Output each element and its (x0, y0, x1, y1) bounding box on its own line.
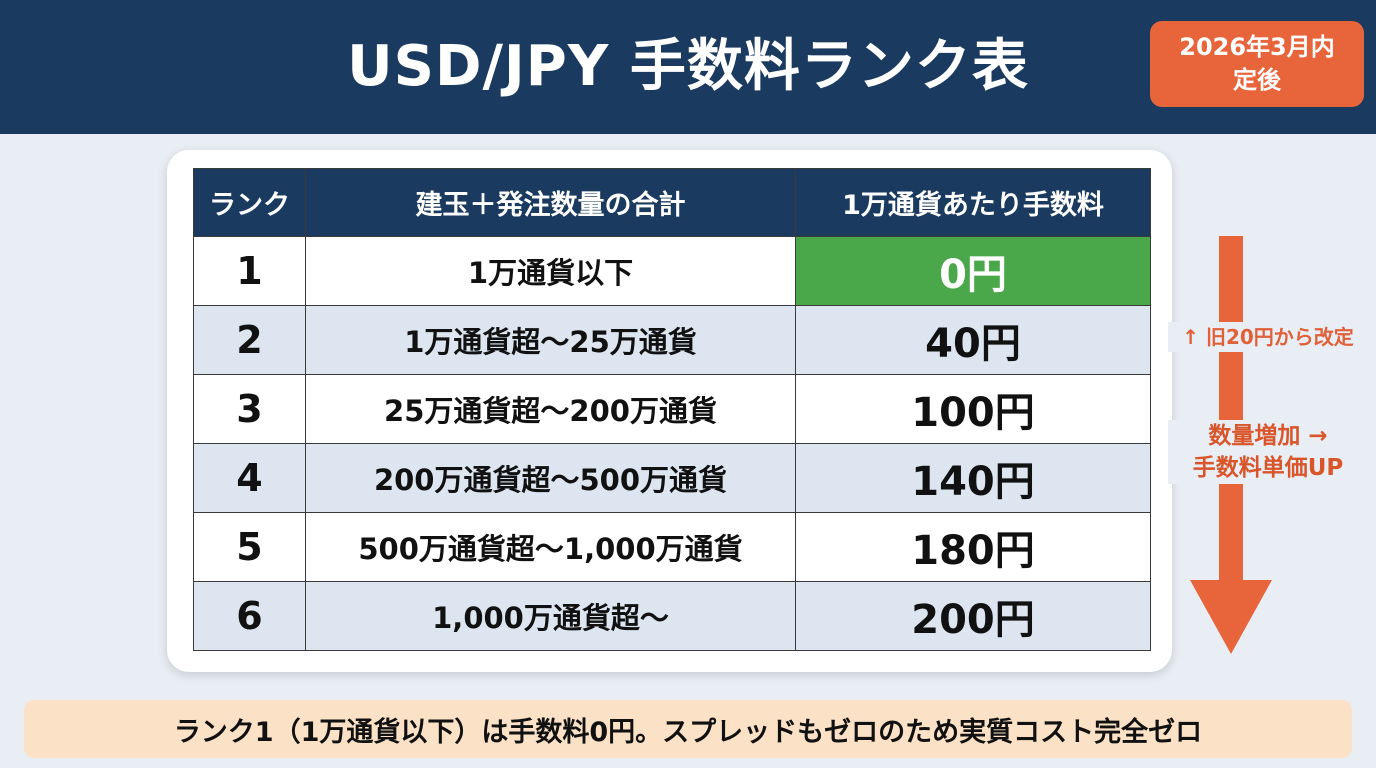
fee-cell: 0円 (795, 236, 1151, 306)
quantity-cell: 500万通貨超〜1,000万通貨 (305, 512, 796, 582)
table-row: 2 1万通貨超〜25万通貨 40円 (193, 305, 1151, 375)
footer-text: ランク1（1万通貨以下）は手数料0円。スプレッドもゼロのため実質コスト完全ゼロ (173, 716, 1203, 748)
trend-note-line-2: 手数料単価UP (1192, 455, 1344, 481)
column-header-quantity: 建玉＋発注数量の合計 (305, 168, 796, 237)
fee-cell: 40円 (795, 305, 1151, 375)
fee-cell: 100円 (795, 374, 1151, 444)
rank-cell: 4 (193, 443, 306, 513)
table-header-row: ランク 建玉＋発注数量の合計 1万通貨あたり手数料 (193, 168, 1151, 237)
revision-note: ↑ 旧20円から改定 (1168, 322, 1368, 352)
quantity-cell: 1万通貨以下 (305, 236, 796, 306)
badge-line-1: 2026年3月内 (1179, 33, 1335, 61)
table-row: 3 25万通貨超〜200万通貨 100円 (193, 374, 1151, 444)
table-row: 4 200万通貨超〜500万通貨 140円 (193, 443, 1151, 513)
table-row: 1 1万通貨以下 0円 (193, 236, 1151, 306)
rank-cell: 5 (193, 512, 306, 582)
down-arrow-icon (1190, 236, 1272, 654)
trend-note-line-1: 数量増加 → (1208, 423, 1328, 449)
table-row: 5 500万通貨超〜1,000万通貨 180円 (193, 512, 1151, 582)
date-badge: 2026年3月内 定後 (1150, 21, 1364, 107)
column-header-rank: ランク (193, 168, 306, 237)
quantity-cell: 25万通貨超〜200万通貨 (305, 374, 796, 444)
fee-cell: 180円 (795, 512, 1151, 582)
footer-note: ランク1（1万通貨以下）は手数料0円。スプレッドもゼロのため実質コスト完全ゼロ (24, 700, 1352, 758)
fee-rank-table: ランク 建玉＋発注数量の合計 1万通貨あたり手数料 1 1万通貨以下 0円 2 … (193, 168, 1151, 651)
column-header-fee: 1万通貨あたり手数料 (795, 168, 1151, 237)
rank-cell: 6 (193, 581, 306, 651)
rank-cell: 3 (193, 374, 306, 444)
rank-cell: 1 (193, 236, 306, 306)
fee-cell: 140円 (795, 443, 1151, 513)
quantity-cell: 1万通貨超〜25万通貨 (305, 305, 796, 375)
quantity-cell: 1,000万通貨超〜 (305, 581, 796, 651)
table-row: 6 1,000万通貨超〜 200円 (193, 581, 1151, 651)
fee-cell: 200円 (795, 581, 1151, 651)
badge-line-2: 定後 (1233, 66, 1281, 94)
trend-note: 数量増加 → 手数料単価UP (1168, 420, 1368, 484)
page-title: USD/JPY 手数料ランク表 (347, 34, 1029, 99)
header-bar (0, 0, 1376, 134)
quantity-cell: 200万通貨超〜500万通貨 (305, 443, 796, 513)
rank-cell: 2 (193, 305, 306, 375)
